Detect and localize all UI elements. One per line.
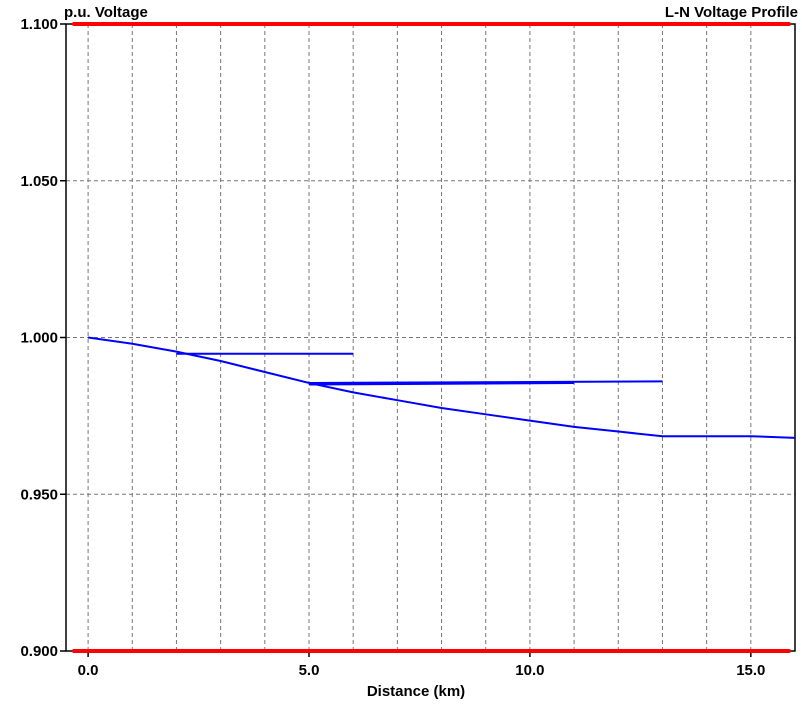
x-tick-label: 10.0 — [515, 662, 544, 679]
voltage-profile-series — [308, 381, 575, 386]
chart-title: L-N Voltage Profile — [664, 4, 798, 21]
voltage-profile-series — [87, 336, 796, 439]
y-axis-title: p.u. Voltage — [64, 4, 148, 21]
y-tick-label: 0.900 — [20, 643, 58, 660]
y-tick-label: 1.000 — [20, 330, 58, 347]
y-tick-label: 0.950 — [20, 486, 58, 503]
voltage-profile-series — [308, 380, 663, 384]
x-tick-label: 0.0 — [78, 662, 99, 679]
y-tick-label: 1.050 — [20, 173, 58, 190]
x-tick-label: 5.0 — [299, 662, 320, 679]
x-axis-title: Distance (km) — [366, 683, 466, 700]
x-tick-label: 15.0 — [736, 662, 765, 679]
y-tick-label: 1.100 — [20, 16, 58, 33]
